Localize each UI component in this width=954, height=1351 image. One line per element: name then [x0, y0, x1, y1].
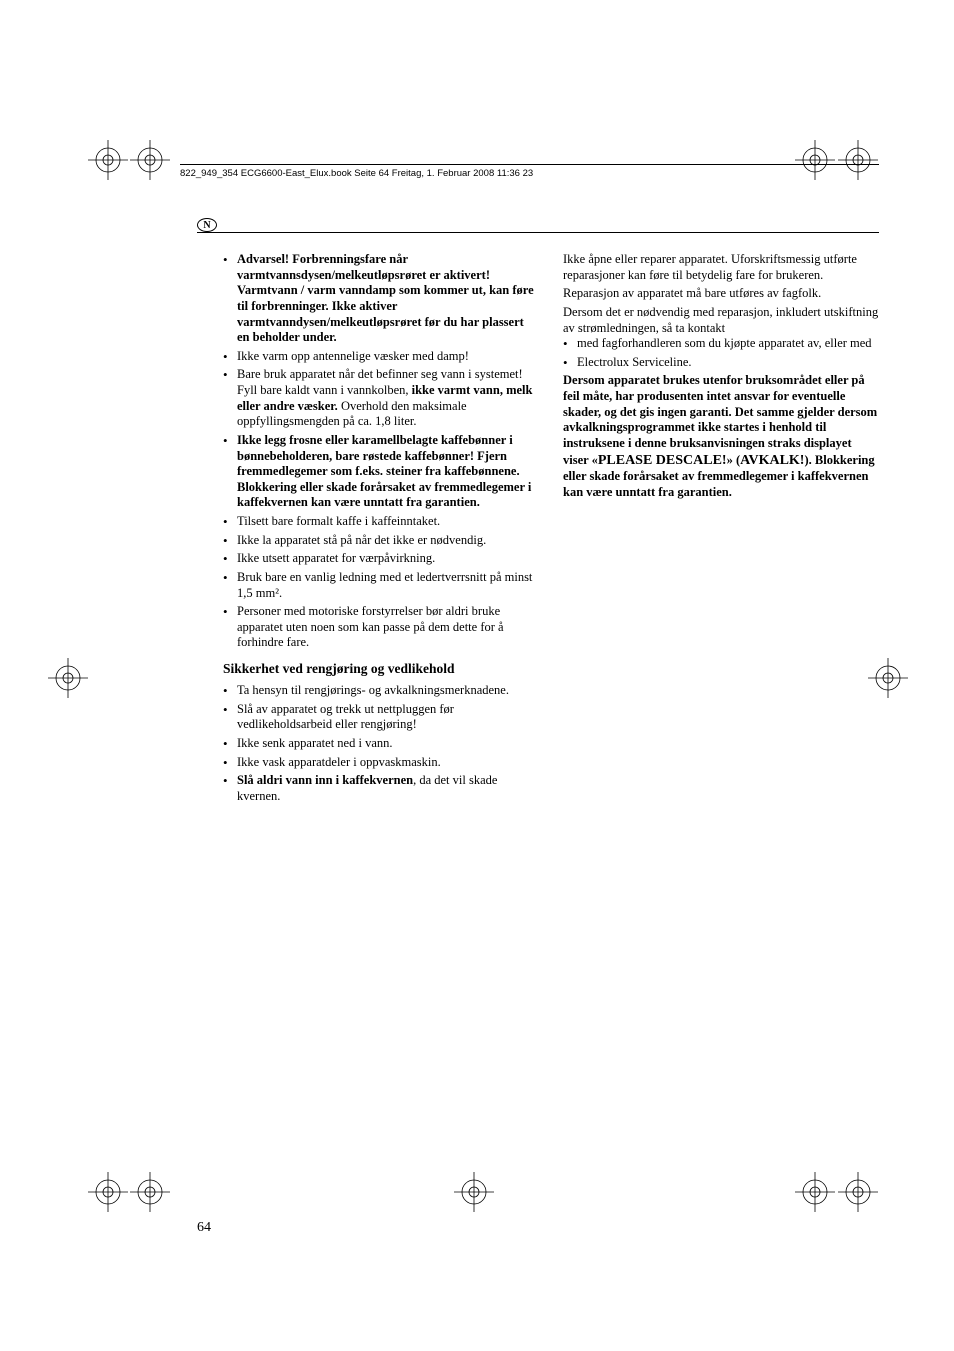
- list-item: Personer med motoriske forstyrrelser bør…: [223, 604, 539, 651]
- registration-mark-icon: [454, 1172, 494, 1212]
- body-text: Advarsel! Forbrenningsfare når varmtvann…: [223, 252, 879, 808]
- content-rule: [197, 232, 879, 233]
- list-item: Advarsel! Forbrenningsfare når varmtvann…: [223, 252, 539, 346]
- registration-mark-icon: [48, 658, 88, 698]
- header-rule: [180, 164, 879, 165]
- running-head: 822_949_354 ECG6600-East_Elux.book Seite…: [180, 168, 533, 179]
- registration-mark-icon: [868, 658, 908, 698]
- registration-mark-icon: [130, 1172, 170, 1212]
- list-item: Bare bruk apparatet når det befinner seg…: [223, 367, 539, 430]
- list-item: Bruk bare en vanlig ledning med et leder…: [223, 570, 539, 601]
- language-badge: N: [197, 218, 217, 232]
- safety-list-b: Ta hensyn til rengjørings- og avkalkning…: [223, 683, 539, 804]
- registration-mark-icon: [88, 140, 128, 180]
- para: Ikke åpne eller reparer apparatet. Ufors…: [563, 252, 879, 283]
- registration-mark-icon: [838, 140, 878, 180]
- list-item: Ikke vask apparatdeler i oppvaskmaskin.: [223, 755, 539, 771]
- warranty-para: Dersom apparatet brukes utenfor bruksomr…: [563, 373, 879, 500]
- list-item: Ikke varm opp antennelige væsker med dam…: [223, 349, 539, 365]
- right-column: Ikke åpne eller reparer apparatet. Ufors…: [563, 252, 879, 808]
- list-item: Ikke legg frosne eller karamellbelagte k…: [223, 433, 539, 511]
- list-item: med fagforhandleren som du kjøpte appara…: [563, 336, 879, 352]
- list-item: Electrolux Serviceline.: [563, 355, 879, 371]
- registration-mark-icon: [795, 1172, 835, 1212]
- page-number: 64: [197, 1220, 211, 1236]
- registration-mark-icon: [795, 140, 835, 180]
- list-item: Ikke utsett apparatet for værpåvirkning.: [223, 551, 539, 567]
- registration-mark-icon: [838, 1172, 878, 1212]
- sub-heading: Sikkerhet ved rengjøring og vedlikehold: [223, 661, 539, 677]
- safety-list-a: Advarsel! Forbrenningsfare når varmtvann…: [223, 252, 539, 651]
- list-item: Slå aldri vann inn i kaffekvernen, da de…: [223, 773, 539, 804]
- list-item: Slå av apparatet og trekk ut nettpluggen…: [223, 702, 539, 733]
- list-item: Ikke senk apparatet ned i vann.: [223, 736, 539, 752]
- para: Dersom det er nødvendig med reparasjon, …: [563, 305, 879, 336]
- list-item: Ta hensyn til rengjørings- og avkalkning…: [223, 683, 539, 699]
- para: Reparasjon av apparatet må bare utføres …: [563, 286, 879, 302]
- list-item: Ikke la apparatet stå på når det ikke er…: [223, 533, 539, 549]
- list-item: Tilsett bare formalt kaffe i kaffeinntak…: [223, 514, 539, 530]
- registration-mark-icon: [130, 140, 170, 180]
- registration-mark-icon: [88, 1172, 128, 1212]
- left-column: Advarsel! Forbrenningsfare når varmtvann…: [223, 252, 539, 808]
- contact-list: med fagforhandleren som du kjøpte appara…: [563, 336, 879, 370]
